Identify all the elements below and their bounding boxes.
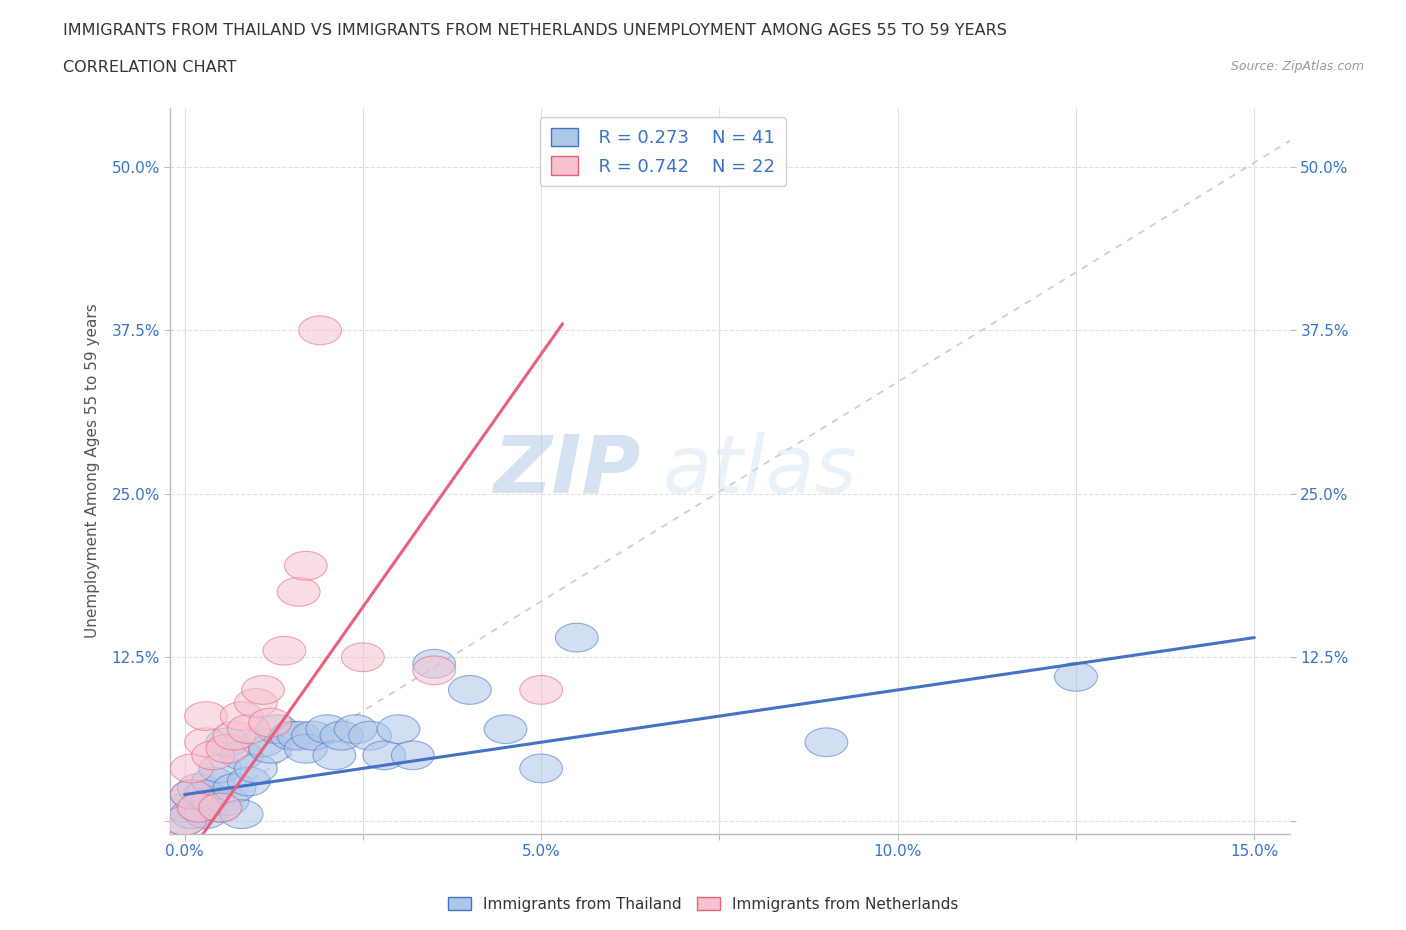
Ellipse shape (170, 754, 214, 783)
Ellipse shape (277, 578, 321, 606)
Ellipse shape (198, 793, 242, 822)
Ellipse shape (413, 656, 456, 684)
Ellipse shape (214, 774, 256, 803)
Ellipse shape (291, 722, 335, 751)
Ellipse shape (349, 722, 391, 751)
Ellipse shape (314, 741, 356, 770)
Ellipse shape (191, 741, 235, 770)
Ellipse shape (413, 649, 456, 678)
Ellipse shape (221, 800, 263, 829)
Ellipse shape (391, 741, 434, 770)
Ellipse shape (307, 715, 349, 744)
Ellipse shape (270, 722, 314, 751)
Text: IMMIGRANTS FROM THAILAND VS IMMIGRANTS FROM NETHERLANDS UNEMPLOYMENT AMONG AGES : IMMIGRANTS FROM THAILAND VS IMMIGRANTS F… (63, 23, 1007, 38)
Ellipse shape (449, 675, 491, 704)
Y-axis label: Unemployment Among Ages 55 to 59 years: Unemployment Among Ages 55 to 59 years (86, 303, 100, 638)
Ellipse shape (198, 793, 242, 822)
Ellipse shape (207, 735, 249, 764)
Ellipse shape (321, 722, 363, 751)
Ellipse shape (242, 675, 284, 704)
Ellipse shape (184, 702, 228, 730)
Ellipse shape (335, 715, 377, 744)
Legend: Immigrants from Thailand, Immigrants from Netherlands: Immigrants from Thailand, Immigrants fro… (441, 890, 965, 918)
Ellipse shape (221, 702, 263, 730)
Ellipse shape (363, 741, 406, 770)
Ellipse shape (191, 787, 235, 816)
Ellipse shape (342, 643, 384, 671)
Ellipse shape (298, 316, 342, 345)
Ellipse shape (214, 722, 256, 751)
Ellipse shape (191, 767, 235, 796)
Ellipse shape (184, 800, 228, 829)
Ellipse shape (177, 793, 221, 822)
Ellipse shape (277, 722, 321, 751)
Ellipse shape (284, 551, 328, 580)
Ellipse shape (184, 728, 228, 757)
Ellipse shape (177, 793, 221, 822)
Text: CORRELATION CHART: CORRELATION CHART (63, 60, 236, 75)
Text: ZIP: ZIP (494, 432, 641, 510)
Ellipse shape (377, 715, 420, 744)
Ellipse shape (207, 728, 249, 757)
Ellipse shape (170, 800, 214, 829)
Ellipse shape (242, 728, 284, 757)
Ellipse shape (256, 715, 298, 744)
Ellipse shape (484, 715, 527, 744)
Ellipse shape (263, 636, 307, 665)
Ellipse shape (163, 806, 207, 835)
Ellipse shape (163, 793, 207, 822)
Ellipse shape (198, 754, 242, 783)
Ellipse shape (177, 774, 221, 803)
Ellipse shape (284, 735, 328, 764)
Ellipse shape (221, 741, 263, 770)
Ellipse shape (249, 735, 291, 764)
Text: atlas: atlas (664, 432, 858, 510)
Ellipse shape (170, 780, 214, 809)
Ellipse shape (235, 688, 277, 717)
Ellipse shape (1054, 662, 1097, 691)
Ellipse shape (555, 623, 598, 652)
Ellipse shape (228, 715, 270, 744)
Ellipse shape (235, 754, 277, 783)
Ellipse shape (207, 787, 249, 816)
Ellipse shape (520, 754, 562, 783)
Ellipse shape (520, 675, 562, 704)
Legend:   R = 0.273    N = 41,   R = 0.742    N = 22: R = 0.273 N = 41, R = 0.742 N = 22 (540, 117, 786, 186)
Ellipse shape (163, 806, 207, 835)
Ellipse shape (184, 780, 228, 809)
Text: Source: ZipAtlas.com: Source: ZipAtlas.com (1230, 60, 1364, 73)
Ellipse shape (228, 767, 270, 796)
Ellipse shape (249, 709, 291, 737)
Ellipse shape (170, 780, 214, 809)
Ellipse shape (806, 728, 848, 757)
